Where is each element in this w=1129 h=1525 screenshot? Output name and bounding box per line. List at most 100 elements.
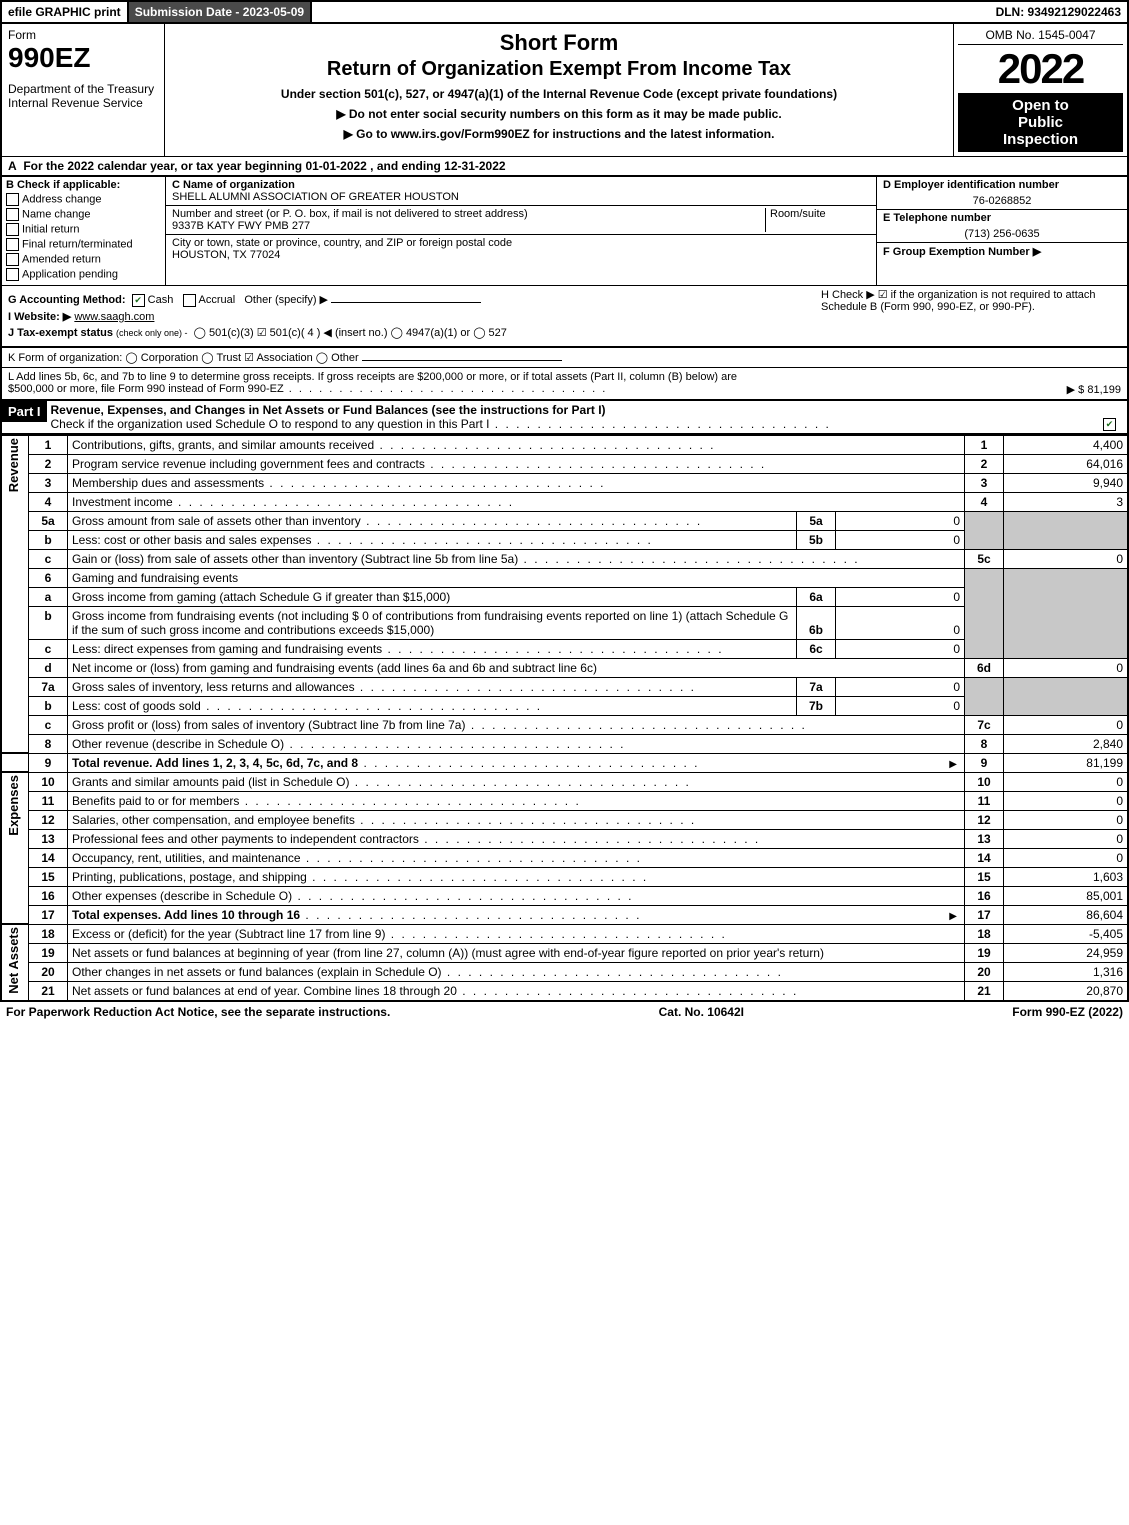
k-blank[interactable] [362, 360, 562, 361]
line-6a-sublbl: 6a [797, 587, 836, 606]
line-9-desc: Total revenue. Add lines 1, 2, 3, 4, 5c,… [68, 753, 965, 772]
short-form-title: Short Form [171, 30, 947, 56]
chk-application-pending[interactable]: Application pending [6, 268, 161, 281]
line-15-num: 15 [29, 867, 68, 886]
chk-final-return[interactable]: Final return/terminated [6, 238, 161, 251]
line-6d-num: d [29, 658, 68, 677]
chk-cash[interactable] [132, 294, 145, 307]
org-name-cell: C Name of organization SHELL ALUMNI ASSO… [166, 177, 876, 206]
line-13-col: 13 [965, 829, 1004, 848]
line-6c-num: c [29, 639, 68, 658]
phone-label: E Telephone number [877, 209, 1127, 226]
chk-accrual[interactable] [183, 294, 196, 307]
line-18-desc: Excess or (deficit) for the year (Subtra… [68, 924, 965, 943]
org-name-label: C Name of organization [172, 179, 295, 191]
open-line1: Open to [962, 97, 1119, 114]
line-14-val: 0 [1004, 848, 1129, 867]
info-grid: B Check if applicable: Address change Na… [0, 177, 1129, 286]
line-14-num: 14 [29, 848, 68, 867]
line-15-desc: Printing, publications, postage, and shi… [68, 867, 965, 886]
line-4-val: 3 [1004, 492, 1129, 511]
ein-label: D Employer identification number [877, 177, 1127, 193]
line-16-num: 16 [29, 886, 68, 905]
goto-link[interactable]: ▶ Go to www.irs.gov/Form990EZ for instru… [171, 127, 947, 141]
line-1-num: 1 [29, 435, 68, 454]
header-right: OMB No. 1545-0047 2022 Open to Public In… [954, 24, 1127, 156]
chk-address-change[interactable]: Address change [6, 193, 161, 206]
line-21-col: 21 [965, 981, 1004, 1001]
open-to-public: Open to Public Inspection [958, 93, 1123, 152]
grey-6v [1004, 568, 1129, 658]
j-sub: (check only one) - [116, 328, 188, 338]
line-18-num: 18 [29, 924, 68, 943]
line-7c-col: 7c [965, 715, 1004, 734]
line-13-desc: Professional fees and other payments to … [68, 829, 965, 848]
line-11-desc: Benefits paid to or for members [68, 791, 965, 810]
netassets-side-label: Net Assets [1, 924, 29, 1001]
part1-checkbox[interactable] [1103, 418, 1116, 431]
line-5a-desc: Gross amount from sale of assets other t… [68, 511, 797, 530]
j-options[interactable]: ◯ 501(c)(3) ☑ 501(c)( 4 ) ◀ (insert no.)… [194, 327, 507, 339]
org-name-value: SHELL ALUMNI ASSOCIATION OF GREATER HOUS… [172, 191, 459, 203]
line-14-desc: Occupancy, rent, utilities, and maintena… [68, 848, 965, 867]
line-6b-subval: 0 [836, 606, 965, 639]
line-4-num: 4 [29, 492, 68, 511]
grey-5v [1004, 511, 1129, 549]
dln-label: DLN: 93492129022463 [990, 2, 1127, 22]
open-line2: Public [962, 114, 1119, 131]
line-11-col: 11 [965, 791, 1004, 810]
addr-value: 9337B KATY FWY PMB 277 [172, 220, 310, 232]
rev-total-side [1, 753, 29, 772]
line-5b-num: b [29, 530, 68, 549]
line-1-col: 1 [965, 435, 1004, 454]
form-word: Form [8, 28, 158, 42]
l-value: ▶ $ 81,199 [1011, 383, 1121, 396]
line-9-num: 9 [29, 753, 68, 772]
line-13-num: 13 [29, 829, 68, 848]
phone-value: (713) 256-0635 [877, 226, 1127, 242]
footer: For Paperwork Reduction Act Notice, see … [0, 1002, 1129, 1022]
k-text[interactable]: K Form of organization: ◯ Corporation ◯ … [8, 352, 359, 364]
col-b-header: B Check if applicable: [6, 179, 161, 191]
l-line1: L Add lines 5b, 6c, and 7b to line 9 to … [8, 371, 1121, 383]
line-7a-sublbl: 7a [797, 677, 836, 696]
line-6b-sublbl: 6b [797, 606, 836, 639]
line-5b-desc: Less: cost or other basis and sales expe… [68, 530, 797, 549]
line-7c-num: c [29, 715, 68, 734]
line-7a-desc: Gross sales of inventory, less returns a… [68, 677, 797, 696]
line-1-desc: Contributions, gifts, grants, and simila… [68, 435, 965, 454]
lines-table: Revenue 1 Contributions, gifts, grants, … [0, 435, 1129, 1002]
line-7b-sublbl: 7b [797, 696, 836, 715]
line-4-desc: Investment income [68, 492, 965, 511]
line-5a-num: 5a [29, 511, 68, 530]
line-13-val: 0 [1004, 829, 1129, 848]
line-19-val: 24,959 [1004, 943, 1129, 962]
submission-date: Submission Date - 2023-05-09 [129, 2, 312, 22]
ssn-warning: ▶ Do not enter social security numbers o… [171, 107, 947, 121]
line-6a-num: a [29, 587, 68, 606]
line-6d-val: 0 [1004, 658, 1129, 677]
form-header: Form 990EZ Department of the Treasury In… [0, 24, 1129, 157]
website-value[interactable]: www.saagh.com [74, 311, 154, 323]
line-21-val: 20,870 [1004, 981, 1129, 1001]
chk-initial-return[interactable]: Initial return [6, 223, 161, 236]
other-blank[interactable] [331, 302, 481, 303]
l-line2: $500,000 or more, file Form 990 instead … [8, 383, 1011, 396]
chk-amended-return[interactable]: Amended return [6, 253, 161, 266]
k-row: K Form of organization: ◯ Corporation ◯ … [0, 348, 1129, 368]
open-line3: Inspection [962, 131, 1119, 148]
city-label: City or town, state or province, country… [172, 237, 512, 249]
efile-label[interactable]: efile GRAPHIC print [2, 2, 129, 22]
line-20-desc: Other changes in net assets or fund bala… [68, 962, 965, 981]
l-row: L Add lines 5b, 6c, and 7b to line 9 to … [0, 368, 1129, 400]
line-6d-desc: Net income or (loss) from gaming and fun… [68, 658, 965, 677]
line-7b-desc: Less: cost of goods sold [68, 696, 797, 715]
line-7b-num: b [29, 696, 68, 715]
line-5b-sublbl: 5b [797, 530, 836, 549]
website-label: I Website: ▶ [8, 311, 71, 323]
line-3-num: 3 [29, 473, 68, 492]
chk-name-change[interactable]: Name change [6, 208, 161, 221]
line-18-val: -5,405 [1004, 924, 1129, 943]
line-9-col: 9 [965, 753, 1004, 772]
line-19-desc: Net assets or fund balances at beginning… [68, 943, 965, 962]
